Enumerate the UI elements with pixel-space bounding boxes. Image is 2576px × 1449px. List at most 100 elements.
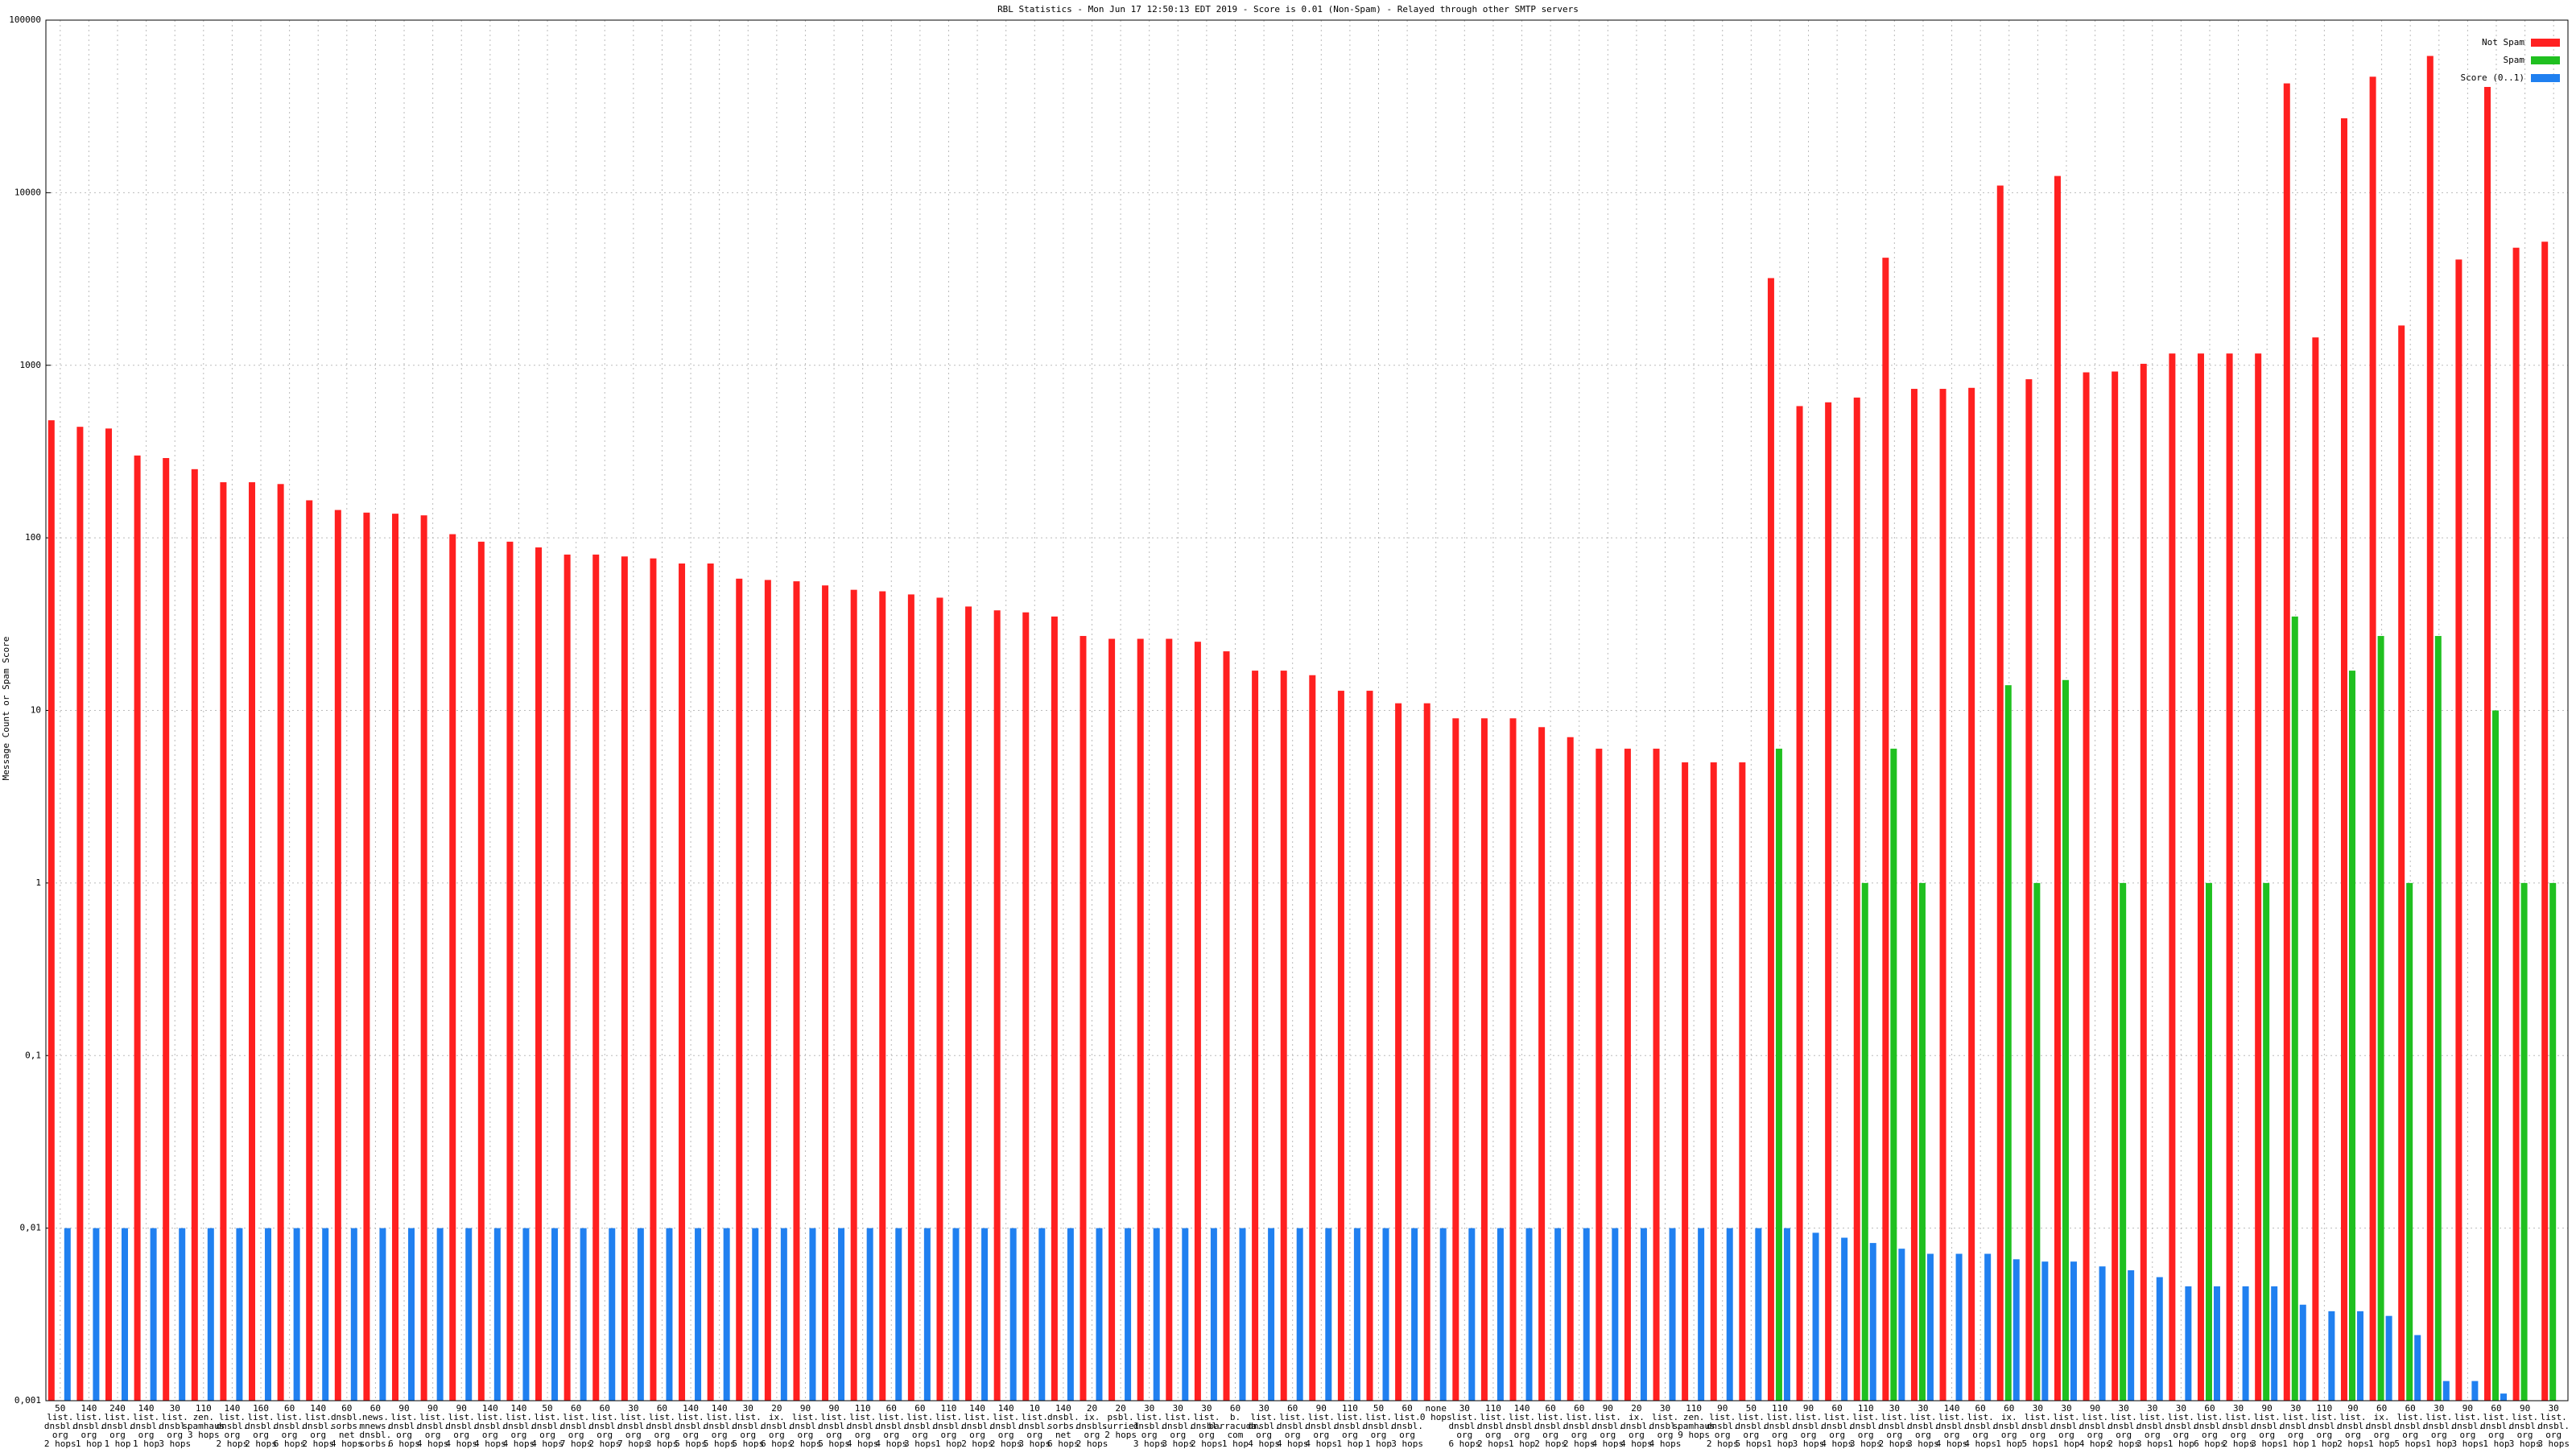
x-tick-label: 140 list. dnsbl. org 1 hop <box>130 1403 163 1449</box>
x-tick-label: 60 list. dnsbl. org 4 hops <box>875 1403 907 1449</box>
y-tick-label: 1000 <box>20 360 42 370</box>
bar <box>1166 638 1173 1401</box>
bar <box>522 1228 530 1401</box>
bar <box>679 564 686 1401</box>
bar <box>895 1228 902 1401</box>
bar <box>952 1228 960 1401</box>
bar <box>2369 76 2376 1401</box>
bar <box>838 1228 845 1401</box>
bar <box>1767 278 1774 1401</box>
x-tick-label: 60 list. dnsbl. org 2 hops <box>1534 1403 1567 1449</box>
bar <box>64 1228 71 1401</box>
legend-label: Not Spam <box>2482 37 2524 47</box>
bar <box>551 1228 559 1401</box>
bar <box>2406 882 2413 1401</box>
bar <box>1538 727 1546 1401</box>
x-tick-label: 30 list. dnsbl. org 3 hops <box>159 1403 191 1449</box>
x-tick-label: 90 list. dnsbl. org 3 hops <box>2509 1403 2541 1449</box>
bar <box>1624 749 1631 1401</box>
bar <box>2549 882 2557 1401</box>
bar <box>2226 353 2233 1401</box>
bar <box>1038 1228 1046 1401</box>
bar <box>2385 1315 2392 1401</box>
bar <box>1353 1228 1360 1401</box>
x-tick-label: 140 list. dnsbl. org 5 hops <box>675 1403 707 1449</box>
bar <box>923 1228 931 1401</box>
bar <box>293 1228 300 1401</box>
x-tick-label: 140 list. dnsbl. org 4 hops <box>1936 1403 1968 1449</box>
bar <box>1926 1253 1934 1401</box>
bar <box>179 1228 186 1401</box>
x-tick-label: 30 list. dnsbl. org 3 hops <box>2537 1403 2570 1449</box>
y-tick-label: 1 <box>35 877 41 888</box>
bar <box>2099 1266 2106 1401</box>
bar <box>1739 762 1746 1401</box>
bar <box>1496 1228 1504 1401</box>
bar <box>265 1228 272 1401</box>
bar <box>981 1228 989 1401</box>
bar <box>1612 1228 1619 1401</box>
bar <box>2356 1311 2363 1401</box>
y-tick-label: 10 <box>31 705 41 716</box>
x-tick-label: 110 list. dnsbl. org 1 hop <box>1764 1403 1796 1449</box>
bar <box>780 1228 787 1401</box>
bar <box>2377 636 2384 1401</box>
bar <box>793 581 800 1401</box>
bar <box>1194 642 1201 1401</box>
x-tick-label: 90 list. dnsbl. org 3 hops <box>1793 1403 1825 1449</box>
bar <box>1853 397 1860 1401</box>
bar <box>1395 703 1402 1401</box>
bar <box>637 1228 644 1401</box>
bar <box>2434 636 2442 1401</box>
x-tick-label: 90 list. dnsbl. org 3 hops <box>2452 1403 2484 1449</box>
bar <box>2054 175 2061 1402</box>
x-tick-label: 140 list. dnsbl. org 4 hops <box>503 1403 535 1449</box>
legend-swatch <box>2531 39 2560 47</box>
bar <box>1939 389 1946 1401</box>
bar <box>1423 703 1430 1401</box>
bar <box>1861 882 1868 1401</box>
x-tick-label: 90 list. dnsbl. org 4 hops <box>417 1403 449 1449</box>
x-tick-label: 140 list. dnsbl. org 2 hops <box>961 1403 993 1449</box>
x-tick-label: 10 list. dnsbl. org 3 hops <box>1018 1403 1051 1449</box>
x-tick-label: 60 b. barracuda. com 1 hop <box>1208 1403 1261 1449</box>
x-tick-label: 90 list. dnsbl. org 2 hops <box>790 1403 822 1449</box>
bar <box>1775 749 1782 1401</box>
bar <box>879 591 886 1401</box>
bar <box>1783 1228 1790 1401</box>
x-tick-label: none 0 hops <box>1420 1403 1452 1422</box>
x-tick-label: 30 list. dnsbl. org 6 hops <box>1448 1403 1480 1449</box>
x-tick-label: 60 list. dnsbl. org 4 hops <box>1277 1403 1309 1449</box>
y-tick-label: 100 <box>25 532 41 543</box>
bar <box>420 515 427 1401</box>
bar <box>191 469 198 1401</box>
bar <box>1955 1253 1963 1401</box>
bar <box>2426 56 2434 1402</box>
x-tick-label: 110 list. dnsbl. org 1 hop <box>2309 1403 2341 1449</box>
bar <box>666 1228 673 1401</box>
bar <box>1698 1228 1705 1401</box>
x-tick-label: 20 ix. dnsbl. org 6 hops <box>761 1403 793 1449</box>
x-tick-label: 60 list. dnsbl. org 3 hops <box>904 1403 936 1449</box>
bar <box>105 428 113 1401</box>
bar <box>736 578 743 1401</box>
bar <box>2070 1261 2077 1401</box>
bar <box>1051 616 1058 1401</box>
bar <box>306 500 313 1401</box>
x-tick-label: 90 list. dnsbl. org 2 hops <box>2337 1403 2369 1449</box>
bar <box>1268 1228 1275 1401</box>
bar <box>1825 402 1832 1402</box>
bar <box>2348 671 2355 1401</box>
x-tick-label: 90 list. dnsbl. org 4 hops <box>2079 1403 2112 1449</box>
bar <box>2033 882 2041 1401</box>
bar <box>1022 612 1030 1401</box>
x-tick-label: 140 list. dnsbl. org 2 hops <box>990 1403 1022 1449</box>
bar <box>2197 353 2204 1401</box>
bar <box>1382 1228 1389 1401</box>
bar <box>2013 1259 2020 1401</box>
bar <box>2312 337 2319 1401</box>
bar <box>1525 1228 1533 1401</box>
x-tick-label: 140 list. dnsbl. org 2 hops <box>217 1403 249 1449</box>
bar <box>1080 636 1087 1401</box>
